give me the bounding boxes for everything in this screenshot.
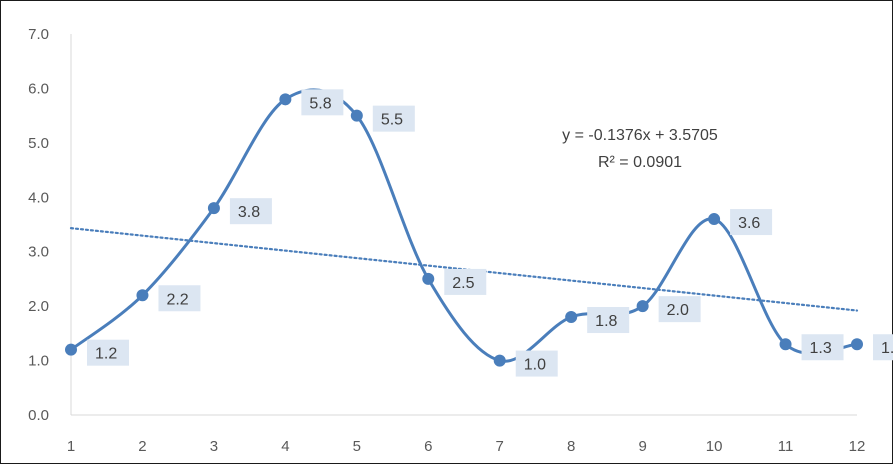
data-label: 2.2 [158, 285, 201, 312]
data-point [779, 338, 792, 351]
data-label: 1.0 [515, 350, 558, 377]
x-tick-label: 9 [638, 438, 646, 455]
data-labels-group: 1.2 2.2 3.8 5.8 5.5 2.5 1.0 1.8 2.0 3.6 1.3 1.3 [87, 89, 893, 377]
y-axis-tick-labels: 0.0 1.0 2.0 3.0 4.0 5.0 6.0 7.0 [28, 26, 49, 424]
x-tick-label: 8 [567, 438, 575, 455]
x-tick-label: 10 [706, 438, 723, 455]
data-label: 2.0 [658, 296, 701, 323]
data-point [851, 338, 863, 351]
data-point [565, 311, 578, 324]
x-tick-label: 6 [424, 438, 432, 455]
data-point [493, 354, 506, 367]
y-tick-label: 6.0 [28, 80, 49, 97]
trendline-equation-text: y = -0.1376x + 3.5705 [562, 127, 718, 144]
data-label-text: 2.0 [667, 302, 689, 319]
x-tick-label: 3 [210, 438, 218, 455]
data-label-bg [873, 334, 893, 361]
data-label-text: 1.3 [810, 340, 832, 357]
data-point [207, 202, 220, 215]
data-point [136, 289, 149, 302]
trendline-r2-text: R² = 0.0901 [598, 154, 682, 171]
y-tick-label: 7.0 [28, 26, 49, 43]
data-label-text: 2.2 [166, 291, 188, 308]
data-label-bg [372, 105, 415, 132]
data-label-text: 1.3 [881, 340, 893, 357]
data-label-text: 5.5 [381, 112, 403, 129]
y-tick-label: 1.0 [28, 353, 49, 370]
data-point [279, 93, 292, 106]
data-point [65, 343, 77, 356]
data-label-text: 1.2 [95, 346, 117, 363]
trendline-equation: y = -0.1376x + 3.5705 R² = 0.0901 [562, 127, 718, 171]
data-point [636, 300, 649, 313]
y-tick-label: 3.0 [28, 244, 49, 261]
data-label-bg [730, 209, 773, 236]
data-label-text: 3.8 [238, 204, 260, 221]
data-label: 1.2 [87, 339, 129, 366]
data-label: 5.8 [301, 89, 344, 116]
data-label: 2.5 [444, 268, 487, 295]
data-label-bg [158, 285, 201, 312]
data-label-bg [801, 334, 844, 361]
x-tick-label: 2 [138, 438, 146, 455]
x-tick-label: 1 [67, 438, 75, 455]
data-point [422, 272, 435, 285]
data-label-text: 1.8 [595, 313, 617, 330]
data-label: 5.5 [372, 105, 415, 132]
data-label-bg [658, 296, 701, 323]
series-group [65, 88, 863, 367]
data-label-bg [301, 89, 344, 116]
data-label-bg [229, 198, 272, 225]
y-tick-label: 2.0 [28, 298, 49, 315]
y-tick-label: 4.0 [28, 189, 49, 206]
data-label-text: 5.8 [309, 95, 331, 112]
data-point [350, 109, 363, 122]
x-axis-tick-labels: 1 2 3 4 5 6 7 8 9 10 11 12 [67, 438, 866, 455]
data-label-bg [515, 350, 558, 377]
data-label-bg [87, 339, 129, 366]
y-tick-label: 5.0 [28, 135, 49, 152]
data-label: 1.8 [587, 307, 630, 334]
data-label-text: 3.6 [738, 215, 760, 232]
data-label: 3.6 [730, 209, 773, 236]
data-point [708, 213, 721, 226]
x-tick-label: 11 [778, 438, 794, 455]
data-label-text: 2.5 [452, 275, 474, 292]
data-label: 1.3 [801, 334, 844, 361]
data-label: 1.3 [873, 334, 893, 361]
data-label: 3.8 [229, 198, 272, 225]
x-tick-label: 7 [496, 438, 504, 455]
x-tick-label: 4 [281, 438, 289, 455]
data-label-bg [444, 268, 487, 295]
y-tick-label: 0.0 [28, 407, 49, 424]
data-label-bg [587, 307, 630, 334]
x-tick-label: 5 [353, 438, 361, 455]
data-label-text: 1.0 [524, 357, 546, 374]
x-tick-label: 12 [849, 438, 866, 455]
